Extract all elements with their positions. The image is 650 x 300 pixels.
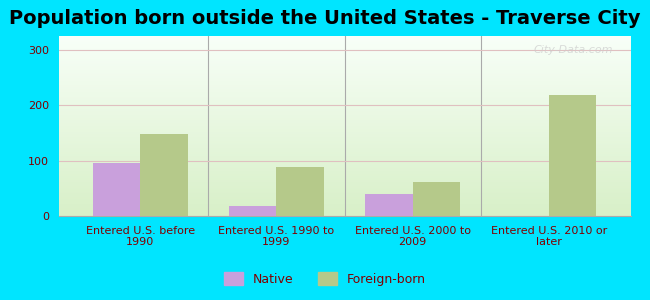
- Bar: [140, 134, 188, 216]
- Text: Population born outside the United States - Traverse City: Population born outside the United State…: [9, 9, 641, 28]
- Bar: [365, 194, 413, 216]
- Bar: [229, 206, 276, 216]
- Bar: [549, 95, 597, 216]
- Text: City-Data.com: City-Data.com: [534, 45, 614, 55]
- Legend: Native, Foreign-born: Native, Foreign-born: [219, 267, 431, 291]
- Bar: [276, 167, 324, 216]
- Bar: [92, 164, 140, 216]
- Bar: [413, 182, 460, 216]
